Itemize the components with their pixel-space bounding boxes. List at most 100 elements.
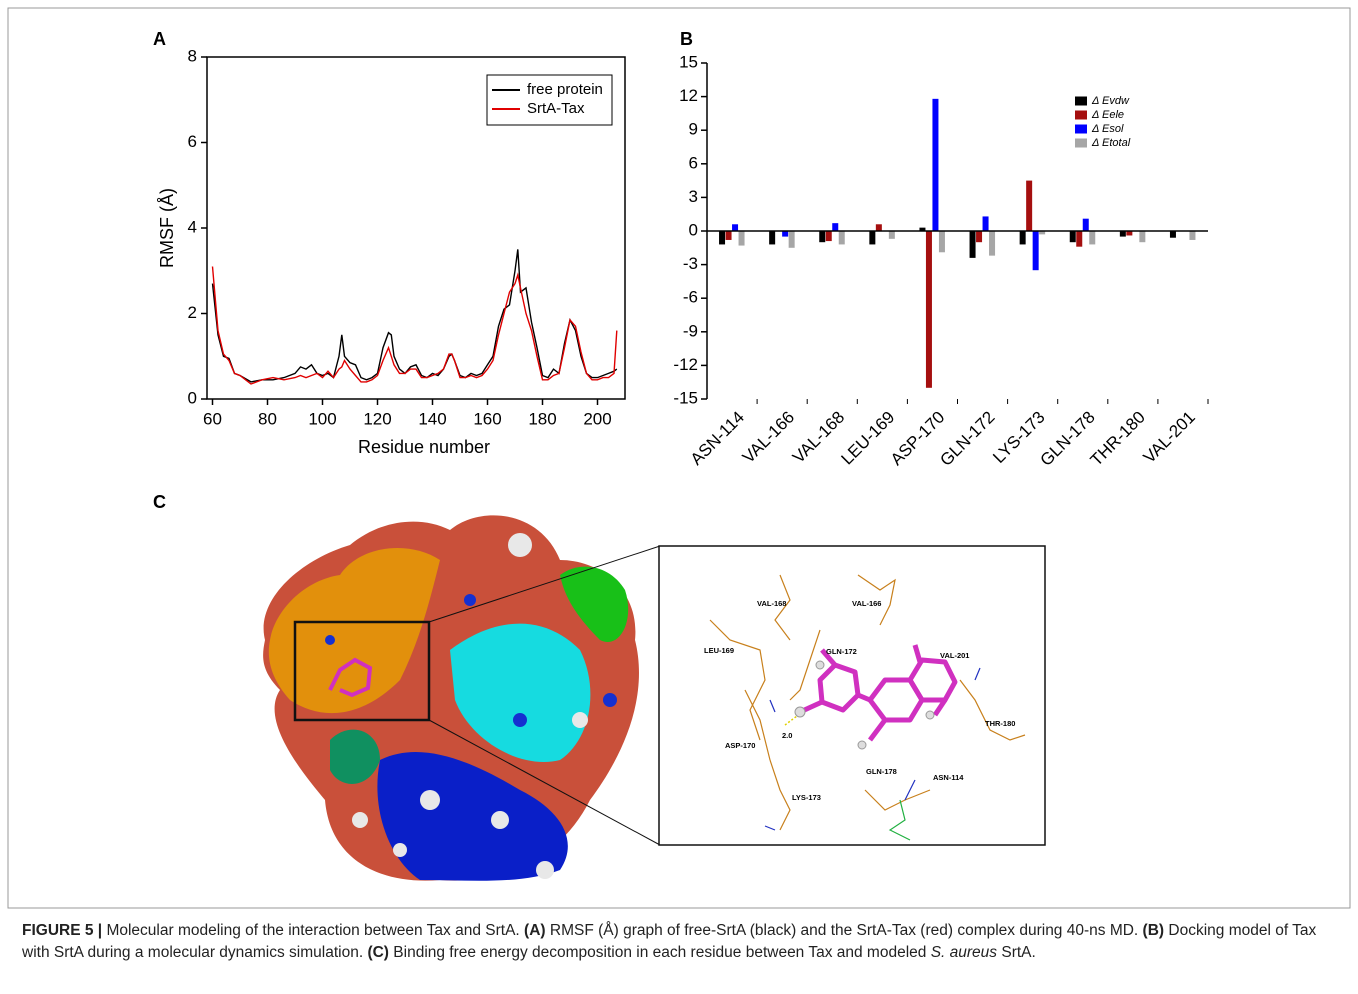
figure: A B C [7,7,1351,909]
caption-tag: (B) [1142,922,1165,939]
series-line [211,266,618,385]
legend-label: SrtA-Tax [527,100,585,117]
bar [969,231,976,258]
bar [1189,231,1196,240]
surface-spots [325,594,617,727]
bar [732,224,739,231]
caption: FIGURE 5 | Molecular modeling of the int… [22,920,1337,964]
x-tick-label: THR-180 [1087,408,1149,470]
bar [1082,218,1089,231]
bar [1126,231,1133,236]
bar [832,223,839,231]
surface-patch [330,729,380,784]
y-tick-label: 8 [188,46,197,65]
x-tick-label: 160 [473,409,501,428]
caption-text: SrtA. [997,944,1036,961]
legend-label: Δ Evdw [1091,95,1130,107]
caption-species: S. aureus [930,944,998,961]
bar [982,216,989,231]
y-axis-label: RMSF (Å) [157,188,177,268]
y-tick-label: 3 [689,187,698,206]
bar [1169,231,1176,238]
hbond [784,715,798,726]
residue-label: VAL-168 [757,599,786,608]
figure-frame [7,7,1351,909]
legend-swatch [1075,124,1087,134]
bar [838,231,845,245]
ligand [798,644,958,742]
residue-label: GLN-172 [826,647,857,656]
x-tick-label: 140 [418,409,446,428]
legend-label: Δ Esol [1091,123,1124,135]
zoom-line [428,719,661,846]
legend-label: free protein [527,81,603,98]
bar [769,231,776,245]
surface-patch [450,623,591,762]
caption-tag: (C) [367,944,389,961]
legend-box [486,74,613,126]
x-tick-label: ASN-114 [687,408,748,469]
residue-sticks [764,667,981,831]
residue-label: VAL-201 [940,651,969,660]
legend-label: Δ Eele [1091,109,1124,121]
caption-tag: (A) [524,922,546,939]
x-tick-label: 100 [308,409,336,428]
series-line [211,249,618,383]
bar [788,231,795,248]
caption-text: Docking model of Tax with SrtA during a … [22,922,1317,961]
bar [1069,231,1076,243]
bar [819,231,826,243]
bar [1076,231,1083,247]
y-tick-label: 12 [679,86,698,105]
caption-text: RMSF (Å) graph of free-SrtA (black) and … [545,922,1143,939]
bar [932,98,939,231]
y-tick-label: -6 [683,288,698,307]
bar [782,231,789,237]
caption-label: FIGURE 5 | [22,922,103,939]
bar [989,231,996,256]
plot-frame [206,56,626,400]
y-tick-label: -12 [673,355,698,374]
y-tick-label: 6 [188,132,197,151]
y-tick-label: -3 [683,254,698,273]
bar [719,231,726,245]
residue-label: LYS-173 [792,793,821,802]
residue-label: ASP-170 [725,741,755,750]
residue-label: VAL-166 [852,599,881,608]
distance-label: 2.0 [782,731,792,740]
bar [1026,180,1033,231]
legend-label: Δ Etotal [1091,137,1131,149]
inset [658,545,1046,846]
bar [875,224,882,231]
legend-swatch [1075,96,1087,106]
x-tick-label: VAL-166 [739,408,798,467]
residue-label: LEU-169 [704,646,734,655]
residue-label: GLN-178 [866,767,897,776]
caption-text: Molecular modeling of the interaction be… [102,922,525,939]
bar [1019,231,1026,245]
zoom-box [293,620,431,722]
bar [825,231,832,242]
residue-sticks [709,574,1026,831]
x-axis-label: Residue number [358,437,490,457]
ligand-hydrogens [794,660,935,750]
docking-illustration: VAL-168 VAL-166 LEU-169 GLN-172 VAL-201 THR-1… [263,515,1046,881]
panel-label: C [153,492,166,512]
y-tick-label: 2 [188,303,197,322]
bar [1119,231,1126,237]
ligand [328,657,373,698]
legend-swatch [1075,110,1087,120]
y-tick-label: -9 [683,321,698,340]
residue-label: THR-180 [985,719,1015,728]
bar [869,231,876,245]
surface-patch [377,751,568,881]
bar [1039,231,1046,235]
caption-text: Binding free energy decomposition in eac… [388,944,931,961]
surface-spots [352,533,588,879]
bar [738,231,745,246]
surface-patch [268,548,440,714]
y-tick-label: -15 [673,388,698,407]
zoom-line [428,545,661,623]
y-tick-label: 4 [188,217,197,236]
x-tick-label: 200 [583,409,611,428]
